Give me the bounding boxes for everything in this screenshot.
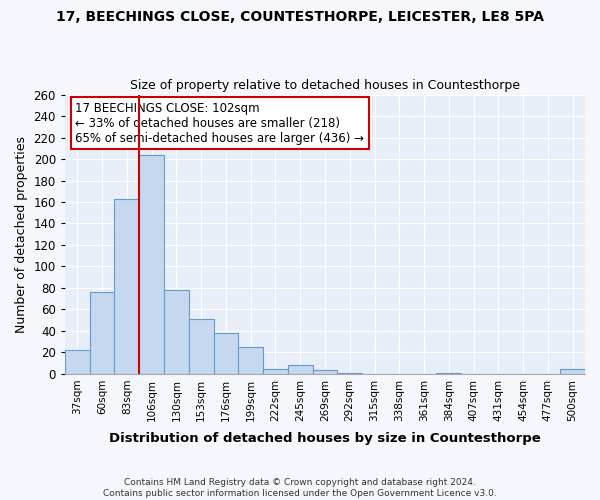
- Text: 17, BEECHINGS CLOSE, COUNTESTHORPE, LEICESTER, LE8 5PA: 17, BEECHINGS CLOSE, COUNTESTHORPE, LEIC…: [56, 10, 544, 24]
- Bar: [189, 319, 214, 374]
- X-axis label: Distribution of detached houses by size in Countesthorpe: Distribution of detached houses by size …: [109, 432, 541, 445]
- Bar: [115, 199, 139, 374]
- Bar: [560, 368, 585, 374]
- Bar: [65, 350, 90, 374]
- Text: 17 BEECHINGS CLOSE: 102sqm
← 33% of detached houses are smaller (218)
65% of sem: 17 BEECHINGS CLOSE: 102sqm ← 33% of deta…: [76, 102, 364, 144]
- Bar: [337, 373, 362, 374]
- Bar: [139, 154, 164, 374]
- Y-axis label: Number of detached properties: Number of detached properties: [15, 136, 28, 332]
- Text: Contains HM Land Registry data © Crown copyright and database right 2024.
Contai: Contains HM Land Registry data © Crown c…: [103, 478, 497, 498]
- Bar: [164, 290, 189, 374]
- Bar: [313, 370, 337, 374]
- Title: Size of property relative to detached houses in Countesthorpe: Size of property relative to detached ho…: [130, 79, 520, 92]
- Bar: [214, 333, 238, 374]
- Bar: [238, 347, 263, 374]
- Bar: [263, 368, 288, 374]
- Bar: [288, 366, 313, 374]
- Bar: [90, 292, 115, 374]
- Bar: [436, 373, 461, 374]
